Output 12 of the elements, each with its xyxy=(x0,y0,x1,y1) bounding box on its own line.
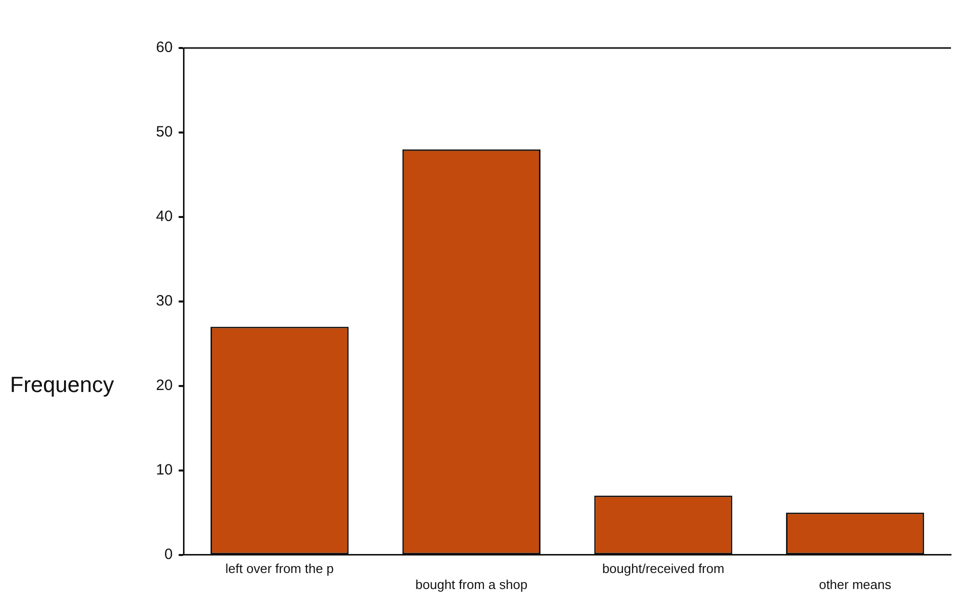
x-tick-label: left over from the p xyxy=(225,561,334,576)
x-tick-label: other means xyxy=(818,576,892,592)
y-tick-label: 10 xyxy=(156,461,173,478)
y-tick-label: 60 xyxy=(156,39,173,56)
y-tick-label: 40 xyxy=(156,208,173,226)
x-tick-label: bought from a shop xyxy=(415,576,528,592)
y-tick-label: 20 xyxy=(156,377,173,394)
y-tick-label: 0 xyxy=(164,546,173,563)
y-tick-label: 30 xyxy=(156,292,173,310)
y-axis-title: Frequency xyxy=(10,372,114,398)
x-tick-label: bought/received from xyxy=(602,561,724,576)
y-tick-label: 50 xyxy=(156,124,173,141)
